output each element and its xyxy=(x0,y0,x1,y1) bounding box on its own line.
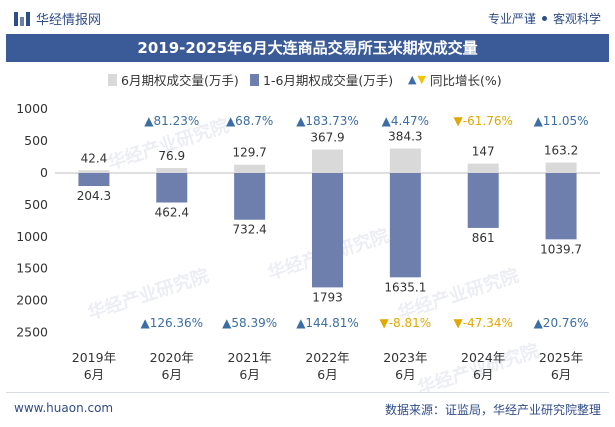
x-tick-label: 6月 xyxy=(395,367,415,382)
x-tick-label: 2025年 xyxy=(539,350,583,365)
chart-legend: 6月期权成交量(万手) 1-6月期权成交量(万手) ▲ ▼ 同比增长(%) xyxy=(0,70,615,90)
legend-label-cumulative: 1-6月期权成交量(万手) xyxy=(263,73,394,88)
x-tick-label: 2019年 xyxy=(72,350,116,365)
top-bar: 华经情报网 专业严谨 客观科学 xyxy=(0,0,615,34)
data-label-cumulative: 204.3 xyxy=(77,189,111,203)
bar-cumulative xyxy=(312,173,343,288)
data-label-cumulative: 1039.7 xyxy=(540,242,582,256)
y-tick-label: 2500 xyxy=(16,325,48,340)
bar-monthly xyxy=(312,149,343,173)
data-label-monthly: 163.2 xyxy=(544,144,578,158)
legend-swatch-monthly xyxy=(108,73,117,86)
growth-label-cumulative: ▲58.39% xyxy=(222,316,277,330)
legend-swatch-cumulative xyxy=(250,73,259,86)
data-label-monthly: 129.7 xyxy=(232,146,266,160)
growth-label-cumulative: ▲20.76% xyxy=(534,316,589,330)
bar-monthly xyxy=(156,168,188,173)
bar-cumulative xyxy=(234,173,266,220)
growth-label-cumulative: ▼-47.34% xyxy=(454,316,513,330)
growth-label-monthly: ▲11.05% xyxy=(534,114,589,128)
x-tick-label: 6月 xyxy=(317,367,337,382)
x-tick-label: 2022年 xyxy=(305,350,349,365)
x-tick-label: 6月 xyxy=(551,367,571,382)
y-tick-label: 1500 xyxy=(16,261,48,276)
bar-cumulative xyxy=(545,173,577,240)
bar-cumulative xyxy=(78,173,110,187)
brand-name: 华经情报网 xyxy=(36,13,102,28)
data-label-cumulative: 1635.1 xyxy=(384,280,426,294)
growth-label-cumulative: ▲126.36% xyxy=(140,316,203,330)
growth-label-cumulative: ▲144.81% xyxy=(296,316,359,330)
bar-monthly xyxy=(389,148,421,173)
data-label-monthly: 367.9 xyxy=(310,131,344,145)
data-label-monthly: 76.9 xyxy=(158,149,185,163)
bar-monthly xyxy=(545,162,577,173)
bar-monthly xyxy=(467,163,499,173)
growth-label-monthly: ▲4.47% xyxy=(382,114,429,128)
slogan-part-1: 专业严谨 xyxy=(487,12,536,26)
bar-cumulative xyxy=(156,173,188,203)
data-label-monthly: 42.4 xyxy=(81,151,108,165)
x-tick-label: 2021年 xyxy=(227,350,271,365)
x-tick-label: 2020年 xyxy=(150,350,194,365)
dot-separator-icon xyxy=(541,16,547,21)
data-label-cumulative: 462.4 xyxy=(155,206,189,220)
x-tick-label: 2024年 xyxy=(461,350,505,365)
slogan-part-2: 客观科学 xyxy=(552,12,601,26)
legend-label-growth: 同比增长(%) xyxy=(429,73,502,88)
data-label-cumulative: 732.4 xyxy=(232,223,266,237)
y-tick-label: 500 xyxy=(24,133,48,148)
growth-label-monthly: ▲68.7% xyxy=(226,114,273,128)
footer-divider xyxy=(6,392,609,393)
bar-monthly xyxy=(78,170,110,173)
bar-chart: 华经产业研究院华经产业研究院华经产业研究院华经产业研究院华经产业研究院10005… xyxy=(16,101,600,392)
growth-label-monthly: ▲81.23% xyxy=(144,114,199,128)
legend-label-monthly: 6月期权成交量(万手) xyxy=(121,73,239,88)
brand-logo[interactable]: 华经情报网 xyxy=(14,9,101,28)
chart-title: 2019-2025年6月大连商品交易所玉米期权成交量 xyxy=(6,34,609,62)
bar-cumulative xyxy=(467,173,499,228)
y-tick-label: 0 xyxy=(40,165,48,180)
data-label-monthly: 384.3 xyxy=(388,129,422,143)
bar-monthly xyxy=(234,164,266,173)
y-tick-label: 1000 xyxy=(16,101,48,116)
slogan: 专业严谨 客观科学 xyxy=(488,10,601,27)
x-tick-label: 6月 xyxy=(473,367,493,382)
y-tick-label: 1000 xyxy=(16,229,48,244)
triangle-up-icon: ▲ xyxy=(408,73,417,86)
legend-item-cumulative: 1-6月期权成交量(万手) xyxy=(250,70,393,89)
bar-cumulative xyxy=(389,173,421,278)
growth-label-monthly: ▲183.73% xyxy=(296,114,359,128)
data-label-cumulative: 861 xyxy=(472,231,495,245)
legend-item-monthly: 6月期权成交量(万手) xyxy=(108,70,239,89)
y-tick-label: 500 xyxy=(24,197,48,212)
x-tick-label: 6月 xyxy=(84,367,104,382)
footer-website[interactable]: www.huaon.com xyxy=(14,401,114,415)
data-label-monthly: 147 xyxy=(472,145,495,159)
legend-item-growth: ▲ ▼ 同比增长(%) xyxy=(408,70,502,89)
watermark-text: 华经产业研究院 xyxy=(415,339,542,392)
x-tick-label: 2023年 xyxy=(383,350,427,365)
x-tick-label: 6月 xyxy=(162,367,182,382)
y-tick-label: 2000 xyxy=(16,293,48,308)
growth-label-cumulative: ▼-8.81% xyxy=(380,316,432,330)
x-tick-label: 6月 xyxy=(239,367,259,382)
triangle-down-icon: ▼ xyxy=(417,73,426,86)
growth-label-monthly: ▼-61.76% xyxy=(454,114,513,128)
data-label-cumulative: 1793 xyxy=(312,290,343,304)
bar-chart-icon xyxy=(14,11,30,26)
footer-source: 数据来源：证监局，华经产业研究院整理 xyxy=(384,403,601,417)
